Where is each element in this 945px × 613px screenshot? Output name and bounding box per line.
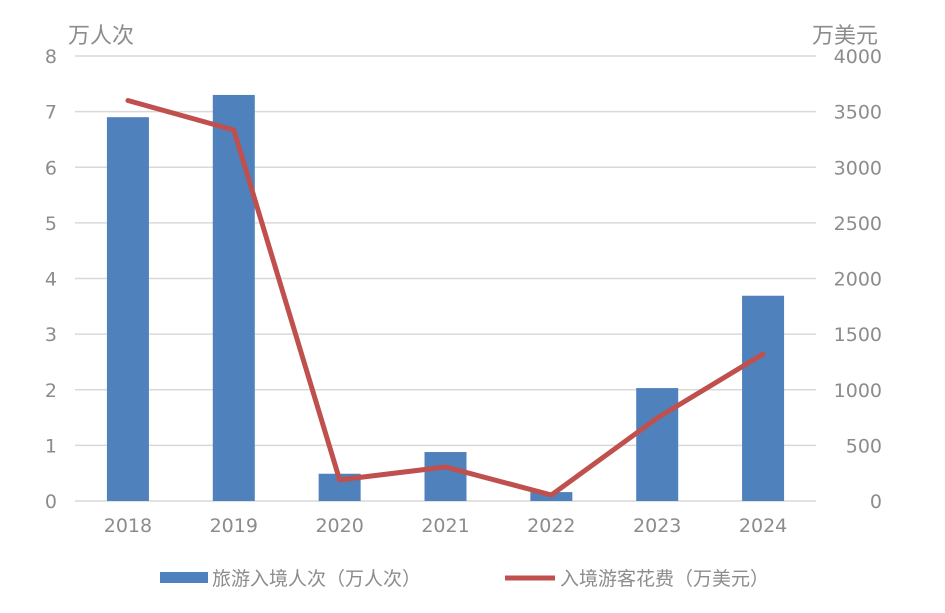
- legend-bar-label: 旅游入境人次（万人次）: [212, 568, 421, 590]
- x-tick-label: 2018: [104, 515, 152, 537]
- right-axis-unit: 万美元: [812, 24, 878, 49]
- legend: 旅游入境人次（万人次） 入境游客花费（万美元）: [160, 568, 769, 590]
- left-tick-label: 8: [45, 46, 57, 68]
- left-tick-label: 4: [45, 269, 57, 291]
- x-tick-label: 2021: [421, 515, 469, 537]
- left-tick-label: 3: [45, 324, 57, 346]
- x-tick-label: 2022: [527, 515, 575, 537]
- left-tick-label: 0: [45, 491, 57, 513]
- bar: [213, 95, 255, 501]
- x-tick-label: 2024: [739, 515, 787, 537]
- gridlines: [75, 56, 816, 501]
- right-tick-label: 3000: [834, 157, 882, 179]
- right-tick-label: 2000: [834, 269, 882, 291]
- bar: [425, 452, 467, 501]
- legend-line-label: 入境游客花费（万美元）: [560, 568, 769, 590]
- x-tick-label: 2019: [210, 515, 258, 537]
- left-tick-label: 7: [45, 102, 57, 124]
- right-tick-label: 500: [846, 435, 882, 457]
- x-tick-label: 2020: [315, 515, 363, 537]
- right-tick-label: 2500: [834, 213, 882, 235]
- x-tick-label: 2023: [633, 515, 681, 537]
- left-tick-label: 2: [45, 380, 57, 402]
- left-tick-label: 6: [45, 157, 57, 179]
- left-axis-unit: 万人次: [68, 24, 134, 49]
- right-tick-label: 4000: [834, 46, 882, 68]
- legend-bar-swatch: [160, 572, 208, 583]
- bar: [636, 388, 678, 501]
- right-tick-label: 0: [870, 491, 882, 513]
- left-tick-label: 5: [45, 213, 57, 235]
- bar: [742, 296, 784, 501]
- left-tick-label: 1: [45, 435, 57, 457]
- right-tick-label: 3500: [834, 102, 882, 124]
- right-tick-label: 1500: [834, 324, 882, 346]
- right-tick-label: 1000: [834, 380, 882, 402]
- bar: [107, 117, 149, 501]
- bar-series: [107, 95, 784, 501]
